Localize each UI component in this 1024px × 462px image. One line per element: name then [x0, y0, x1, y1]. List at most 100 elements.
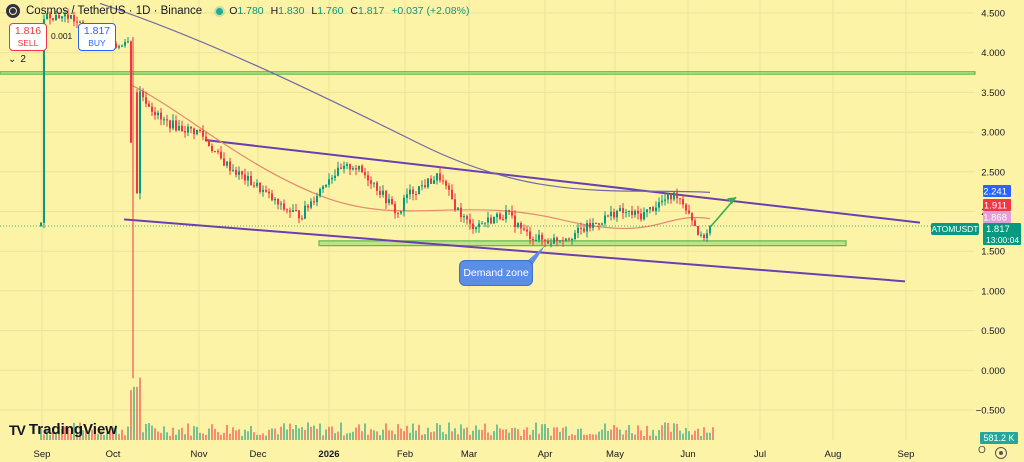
candle	[559, 240, 561, 242]
log-scale-toggle[interactable]: O	[978, 445, 986, 456]
volume-bar	[184, 434, 186, 440]
cosmos-coin-icon	[6, 4, 20, 18]
volume-bar	[586, 434, 588, 440]
candle	[202, 130, 204, 137]
gear-icon[interactable]	[995, 447, 1007, 459]
volume-bar	[82, 430, 84, 440]
x-tick-label: Jul	[754, 449, 766, 460]
volume-bar	[493, 431, 495, 440]
volume-bar	[250, 425, 252, 440]
symbol-tag-box	[931, 223, 979, 235]
candle	[661, 200, 663, 203]
volume-bar	[211, 424, 213, 440]
candle	[247, 175, 249, 181]
volume-bar	[121, 429, 123, 440]
y-tick-label: 3.500	[981, 88, 1005, 99]
volume-bar	[52, 427, 54, 440]
candle	[244, 174, 246, 181]
candle	[586, 223, 588, 232]
volume-bar	[100, 431, 102, 440]
candle	[421, 185, 423, 187]
volume-bar	[193, 426, 195, 440]
buy-button[interactable]: 1.817 BUY	[78, 23, 116, 51]
candle	[175, 120, 177, 131]
symbol-header: Cosmos / TetherUS · 1D · Binance O1.780 …	[6, 3, 469, 19]
candle	[625, 211, 627, 213]
volume-bar	[136, 386, 138, 440]
volume-bar	[445, 434, 447, 440]
volume-bar	[328, 426, 330, 440]
volume-bar	[460, 424, 462, 440]
y-tick-label: 1.000	[981, 286, 1005, 297]
volume-bar	[499, 428, 501, 440]
volume-bar	[397, 424, 399, 440]
candle	[322, 186, 324, 190]
volume-bar	[220, 435, 222, 440]
volume-bar	[430, 432, 432, 440]
candle	[58, 15, 60, 19]
candle	[67, 14, 69, 19]
volume-bar	[580, 428, 582, 440]
demand-zone-callout[interactable]: Demand zone	[459, 260, 533, 286]
volume-bar	[205, 434, 207, 440]
candle	[331, 177, 333, 180]
y-tick-label: 3.000	[981, 128, 1005, 139]
volume-bar	[67, 428, 69, 440]
tradingview-logo[interactable]: TV TradingView	[9, 421, 117, 438]
candle	[64, 14, 66, 17]
volume-bar	[613, 425, 615, 440]
volume-bar	[55, 432, 57, 440]
volume-bar	[649, 435, 651, 440]
volume-bar	[568, 435, 570, 440]
last-price-value: 1.817	[986, 224, 1010, 235]
volume-bar	[376, 431, 378, 440]
candle	[235, 170, 237, 175]
candle	[538, 234, 540, 240]
volume-bar	[547, 428, 549, 440]
volume-bar	[475, 425, 477, 440]
volume-bar	[562, 427, 564, 440]
candle	[184, 131, 186, 133]
candle	[649, 207, 651, 210]
candle	[448, 185, 450, 190]
candle	[412, 189, 414, 194]
candle	[49, 13, 51, 19]
volume-bar	[319, 423, 321, 440]
volume-bar	[106, 432, 108, 440]
candle	[637, 210, 639, 214]
volume-bar	[286, 429, 288, 440]
candle	[598, 223, 600, 225]
candle	[472, 223, 474, 230]
x-tick-label: Mar	[461, 449, 477, 460]
volume-label: 581.2 K	[983, 433, 1014, 443]
volume-bar	[433, 431, 435, 440]
candle	[211, 145, 213, 152]
candle	[40, 222, 42, 227]
volume-bar	[502, 429, 504, 440]
volume-bar	[436, 423, 438, 440]
volume-bar	[448, 422, 450, 440]
volume-bar	[277, 434, 279, 440]
volume-bar	[145, 423, 147, 440]
volume-bar	[259, 434, 261, 440]
volume-bar	[70, 433, 72, 440]
projection-arrow-head	[727, 197, 736, 205]
volume-bar	[334, 433, 336, 440]
candle	[127, 41, 129, 43]
candle	[505, 210, 507, 220]
volume-bar	[118, 434, 120, 440]
candle	[652, 207, 654, 212]
candle	[391, 199, 393, 204]
volume-bar	[556, 427, 558, 440]
last-price-countdown: 13:00:04	[986, 235, 1019, 245]
candle	[382, 190, 384, 195]
volume-bar	[304, 429, 306, 440]
volume-bar	[382, 429, 384, 440]
symbol-title[interactable]: Cosmos / TetherUS · 1D · Binance	[26, 5, 203, 17]
candle	[190, 126, 192, 129]
volume-bar	[694, 430, 696, 440]
volume-bar	[439, 424, 441, 440]
sell-button[interactable]: 1.816 SELL	[9, 23, 47, 51]
indicators-toggle[interactable]: ⌄ 2	[8, 54, 26, 65]
